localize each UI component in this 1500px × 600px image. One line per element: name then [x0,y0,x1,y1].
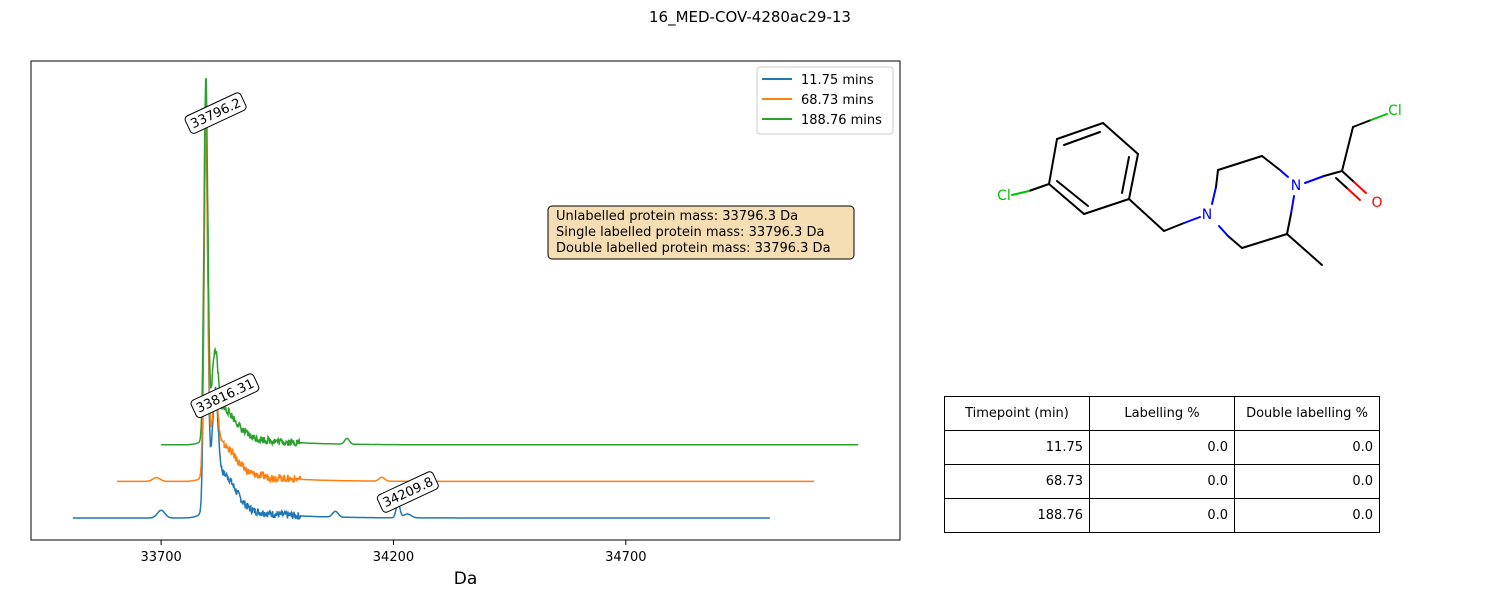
series-line-1 [117,124,814,484]
table-cell: 68.73 [944,464,1090,499]
legend-label: 11.75 mins [801,73,874,88]
mass-info-line: Double labelled protein mass: 33796.3 Da [556,241,831,256]
legend-label: 188.76 mins [801,113,882,128]
atom-n-acyl: N [1291,178,1301,194]
table-cell: 0.0 [1089,464,1235,499]
table-cell: 0.0 [1234,430,1380,465]
mass-info-box: Unlabelled protein mass: 33796.3 DaSingl… [547,205,855,260]
mass-info-line: Unlabelled protein mass: 33796.3 Da [556,209,798,224]
x-axis-label: Da [454,569,478,589]
peak-annotation: 33816.31 [190,373,260,419]
labelling-table: Timepoint (min) Labelling % Double label… [944,396,1380,533]
table-row: 11.75 0.0 0.0 [944,430,1380,465]
series-line-2 [161,77,859,447]
atom-n-benzyl: N [1202,207,1212,223]
atom-cl-ring: Cl [997,188,1011,204]
table-cell: 0.0 [1089,498,1235,533]
table-row: 68.73 0.0 0.0 [944,464,1380,499]
x-tick-label: 33700 [140,550,181,565]
atom-cl-acyl: Cl [1388,103,1402,119]
table-header: Double labelling % [1234,396,1380,431]
table-cell: 0.0 [1234,464,1380,499]
peak-annotation: 33796.2 [184,92,247,134]
atom-o: O [1371,195,1382,211]
table-header: Labelling % [1089,396,1235,431]
table-cell: 188.76 [944,498,1090,533]
table-cell: 11.75 [944,430,1090,465]
spectrum-chart: 33796.2 33816.31 34209.8 33700 34200 34700 Da 1… [30,60,901,589]
series-line-0 [72,124,770,520]
table-cell: 0.0 [1089,430,1235,465]
x-tick-label: 34700 [605,550,646,565]
figure-title: 16_MED-COV-4280ac29-13 [649,8,851,26]
molecule-structure: Cl N N O Cl [997,103,1402,266]
peak-annotation: 34209.8 [376,471,439,513]
x-tick-label: 34200 [373,550,414,565]
table-header: Timepoint (min) [944,396,1090,431]
mass-info-line: Single labelled protein mass: 33796.3 Da [556,225,824,240]
plot-frame [30,60,901,541]
legend: 11.75 mins 68.73 mins 188.76 mins [756,66,894,135]
table-cell: 0.0 [1234,498,1380,533]
legend-label: 68.73 mins [801,93,874,108]
table-header-row: Timepoint (min) Labelling % Double label… [944,396,1380,431]
table-row: 188.76 0.0 0.0 [944,498,1380,533]
